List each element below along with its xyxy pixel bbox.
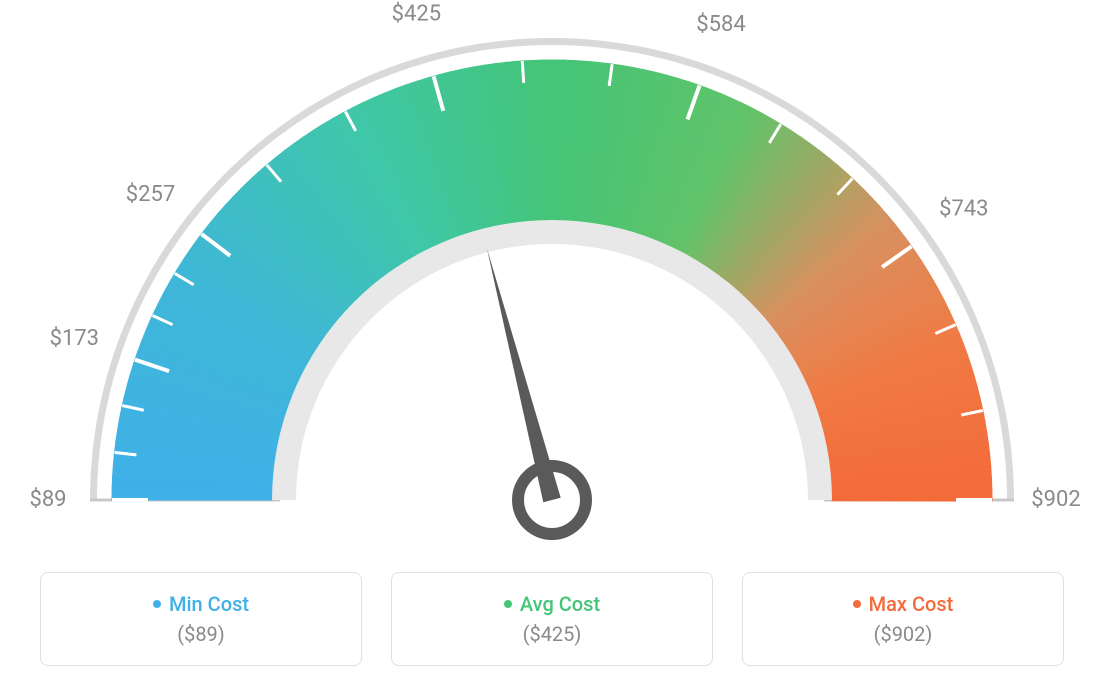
legend-box: Avg Cost ($425) <box>391 572 713 666</box>
legend-box: Min Cost ($89) <box>40 572 362 666</box>
legend-dot-icon <box>153 600 161 608</box>
legend-label: Avg Cost <box>520 592 600 616</box>
minor-tick <box>522 61 523 83</box>
legend-box: Max Cost ($902) <box>742 572 1064 666</box>
gauge-chart-container: $89 $173 $257 $425 $584 $743 $902 Min Cost ($89… <box>0 0 1104 690</box>
legend-label: Min Cost <box>169 592 249 616</box>
legend-row: Min Cost ($89) Avg Cost ($425) Max Cost ($902… <box>0 572 1104 666</box>
tick-label: $173 <box>50 326 99 351</box>
legend-dot-icon <box>504 600 512 608</box>
tick-label: $902 <box>1031 487 1080 512</box>
tick-label: $257 <box>126 182 175 207</box>
legend-title: Max Cost <box>853 592 954 616</box>
tick-label: $584 <box>696 12 745 37</box>
legend-value: ($902) <box>874 622 933 646</box>
legend-title: Min Cost <box>153 592 249 616</box>
legend-value: ($89) <box>177 622 225 646</box>
gauge-svg: $89 $173 $257 $425 $584 $743 $902 <box>0 0 1104 560</box>
legend-dot-icon <box>853 600 861 608</box>
legend-value: ($425) <box>523 622 582 646</box>
tick-label: $425 <box>392 1 441 26</box>
legend-label: Max Cost <box>869 592 954 616</box>
legend-title: Avg Cost <box>504 592 600 616</box>
tick-label: $743 <box>939 196 988 221</box>
tick-label: $89 <box>29 487 66 512</box>
